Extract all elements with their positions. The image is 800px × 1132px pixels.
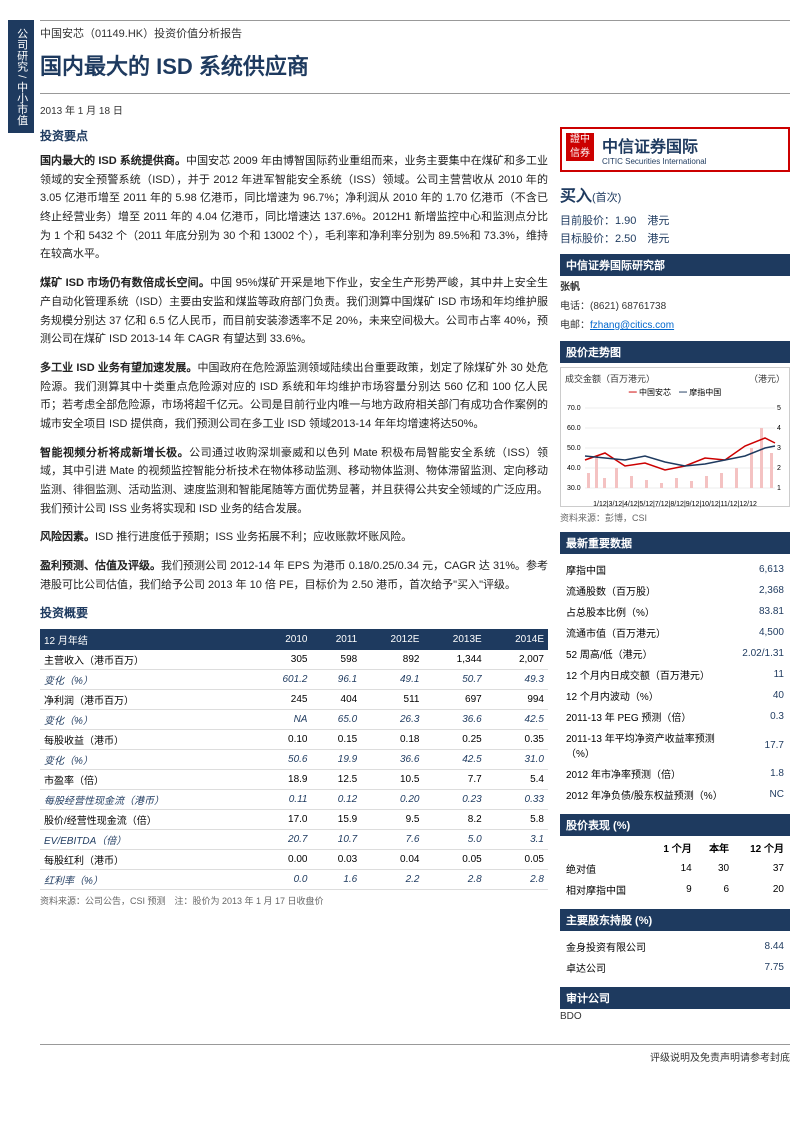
svg-text:70.0: 70.0	[567, 405, 581, 412]
analyst-tel: 电话：(8621) 68761738	[560, 295, 790, 314]
para-2: 煤矿 ISD 市场仍有数倍成长空间。中国 95%煤矿开采是地下作业，安全生产形势…	[40, 274, 548, 349]
svg-text:1: 1	[777, 485, 781, 492]
para-3: 多工业 ISD 业务有望加速发展。中国政府在危险源监测领域陆续出台重要政策，划定…	[40, 359, 548, 434]
analyst-name: 张帆	[560, 276, 790, 295]
financial-table: 12 月年结201020112012E2013E2014E 主营收入（港币百万）…	[40, 629, 548, 890]
current-price: 目前股价：1.90 港元	[560, 212, 790, 228]
title-rule	[40, 93, 790, 94]
table-source: 资料来源：公司公告，CSI 预测 注：股价为 2013 年 1 月 17 日收盘…	[40, 894, 548, 907]
keydata-header: 最新重要数据	[560, 532, 790, 554]
logo-seal-icon: 證中信券	[566, 133, 594, 161]
svg-text:30.0: 30.0	[567, 485, 581, 492]
para-4: 智能视频分析将成新增长极。公司通过收购深圳豪威和以色列 Mate 积极布局智能安…	[40, 444, 548, 519]
perf-table: 1 个月本年12 个月绝对值143037相对摩指中国9620	[560, 836, 790, 901]
price-chart: 成交金额（百万港元）（港元） ━ 中国安芯 ━ 摩指中国 70.060.050.…	[560, 367, 790, 507]
report-subtitle: 中国安芯（01149.HK）投资价值分析报告	[40, 25, 790, 41]
chart-source: 资料来源：彭博，CSI	[560, 511, 790, 524]
svg-text:60.0: 60.0	[567, 425, 581, 432]
target-price: 目标股价：2.50 港元	[560, 230, 790, 246]
perf-header: 股价表现 (%)	[560, 814, 790, 836]
audit-firm: BDO	[560, 1009, 790, 1024]
report-date: 2013 年 1 月 18 日	[40, 102, 790, 117]
company-logo: 證中信券 中信证券国际CITIC Securities Internationa…	[560, 127, 790, 172]
svg-text:3: 3	[777, 445, 781, 452]
chart-header: 股价走势图	[560, 341, 790, 363]
top-rule	[40, 20, 790, 21]
section-summary: 投资概要	[40, 604, 548, 621]
para-5: 风险因素。ISD 推行进度低于预期；ISS 业务拓展不利；应收账款坏账风险。	[40, 528, 548, 547]
page-footer: 评级说明及免责声明请参考封底	[40, 1044, 790, 1064]
holders-header: 主要股东持股 (%)	[560, 909, 790, 931]
section-highlights: 投资要点	[40, 127, 548, 144]
svg-text:4: 4	[777, 425, 781, 432]
svg-text:40.0: 40.0	[567, 465, 581, 472]
report-title: 国内最大的 ISD 系统供应商	[40, 49, 790, 81]
analyst-email: 电邮：fzhang@citics.com	[560, 314, 790, 333]
svg-text:5: 5	[777, 405, 781, 412]
holders-table: 金身投资有限公司8.44卓达公司7.75	[560, 935, 790, 979]
right-column: 證中信券 中信证券国际CITIC Securities Internationa…	[560, 127, 790, 1024]
dept-header: 中信证券国际研究部	[560, 254, 790, 276]
para-1: 国内最大的 ISD 系统提供商。中国安芯 2009 年由博智国际药业重组而来，业…	[40, 152, 548, 264]
para-6: 盈利预测、估值及评级。我们预测公司 2012-14 年 EPS 为港币 0.18…	[40, 557, 548, 594]
rating-box: 买入(首次)	[560, 182, 790, 206]
audit-header: 审计公司	[560, 987, 790, 1009]
keydata-table: 摩指中国6,613流通股数（百万股）2,368占总股本比例（%）83.81流通市…	[560, 558, 790, 806]
svg-text:50.0: 50.0	[567, 445, 581, 452]
chart-svg: 70.0 60.0 50.0 40.0 30.0 5 4 3 2 1	[565, 398, 785, 498]
left-column: 投资要点 国内最大的 ISD 系统提供商。中国安芯 2009 年由博智国际药业重…	[40, 127, 548, 1024]
svg-text:2: 2	[777, 465, 781, 472]
side-category: 公司研究 / 中小市值	[8, 20, 34, 133]
